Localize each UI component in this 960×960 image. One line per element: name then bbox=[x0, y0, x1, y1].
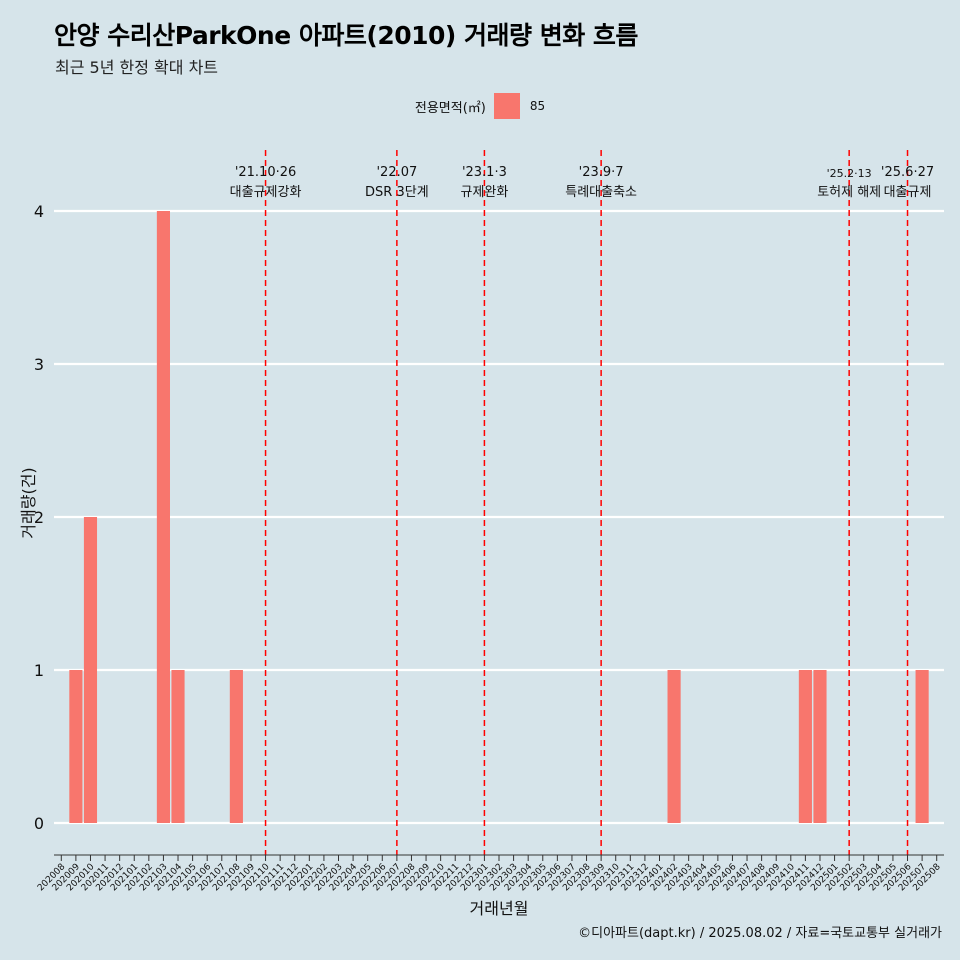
source-caption: ©디아파트(dapt.kr) / 2025.08.02 / 자료=국토교통부 실… bbox=[578, 926, 942, 941]
annotation-label-3: 특례대출축소 bbox=[565, 185, 637, 200]
y-tick-label: 1 bbox=[34, 661, 44, 680]
annotation-label-5: 대출규제 bbox=[884, 185, 932, 200]
annotation-date-3: '23.9·7 bbox=[579, 165, 624, 180]
annotation-date-5: '25.6·27 bbox=[881, 165, 934, 180]
bar-202009 bbox=[69, 670, 83, 823]
bar-202507 bbox=[915, 670, 929, 823]
legend: 전용면적(㎡) 85 bbox=[0, 93, 960, 119]
bar-202103 bbox=[156, 211, 170, 823]
y-tick-label: 3 bbox=[34, 355, 44, 374]
legend-key-85 bbox=[493, 93, 520, 119]
y-tick-label: 4 bbox=[34, 202, 44, 221]
y-axis-title: 거래량(건) bbox=[19, 467, 38, 538]
bar-202402 bbox=[667, 670, 681, 823]
chart-title: 안양 수리산ParkOne 아파트(2010) 거래량 변화 흐름 bbox=[54, 21, 638, 50]
y-tick-label: 2 bbox=[34, 508, 44, 527]
annotation-date-1: '22.07 bbox=[376, 165, 417, 180]
bar-202010 bbox=[83, 517, 98, 823]
y-tick-label: 0 bbox=[34, 814, 44, 833]
bar-202108 bbox=[229, 670, 243, 823]
bar-202104 bbox=[171, 670, 185, 823]
annotation-date-0: '21.10·26 bbox=[235, 165, 296, 180]
annotation-date-4: '25.2·13 bbox=[827, 167, 872, 180]
annotation-label-2: 규제완화 bbox=[460, 185, 508, 200]
x-axis-title: 거래년월 bbox=[470, 899, 529, 918]
bar-202412 bbox=[813, 670, 827, 823]
annotation-date-2: '23.1·3 bbox=[462, 165, 507, 180]
legend-label-85: 85 bbox=[529, 99, 546, 113]
bar-202411 bbox=[798, 670, 812, 823]
chart-subtitle: 최근 5년 한정 확대 차트 bbox=[55, 58, 219, 77]
annotation-label-4: 토허제 해제 bbox=[817, 185, 881, 200]
annotation-label-1: DSR 3단계 bbox=[365, 185, 429, 200]
annotation-label-0: 대출규제강화 bbox=[230, 185, 302, 200]
legend-title: 전용면적(㎡) bbox=[414, 100, 486, 116]
